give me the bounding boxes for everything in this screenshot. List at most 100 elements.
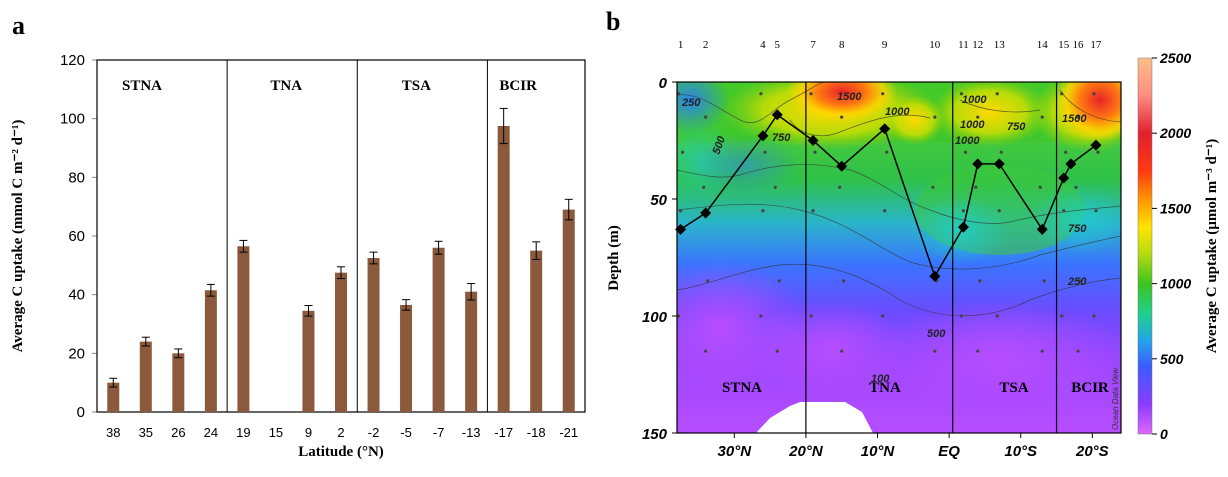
sample-dot: [976, 349, 980, 353]
depth-marker: [993, 158, 1005, 170]
y-tick-label: 20: [68, 345, 85, 362]
contour-label: 250: [1067, 276, 1087, 288]
x-tick-label: 20°N: [788, 443, 824, 460]
bar: [139, 341, 152, 412]
sample-dot: [763, 150, 767, 154]
sample-dot: [995, 314, 999, 318]
panel-a-xticks: 38 35 26 24 19 15 9 2 -2 -5 -7 -13 -17 -18 -21: [106, 425, 578, 440]
sample-dot: [813, 150, 817, 154]
sample-dot: [1096, 150, 1100, 154]
y-tick-label: 150: [642, 426, 668, 443]
region-label-tsa: TSA: [999, 380, 1028, 396]
x-tick-label: 10°S: [1004, 443, 1037, 460]
sample-dot: [1040, 349, 1044, 353]
bar: [204, 290, 217, 412]
station-label: 1: [678, 39, 684, 51]
y-tick-label: 40: [68, 287, 85, 304]
sample-dot: [1078, 279, 1082, 283]
sample-dot: [759, 92, 763, 96]
bar: [237, 246, 250, 412]
panel-b-contour-labels: 250 500 750 1000 1500 1000 1000 750 1500…: [681, 91, 1087, 385]
contour-label: 1500: [1062, 113, 1087, 125]
sample-dot: [961, 209, 966, 213]
contour-label: 750: [1068, 223, 1087, 235]
contour-label: 100: [871, 373, 890, 385]
bar: [530, 250, 543, 412]
ocean-data-view-watermark: Ocean Data View: [1111, 367, 1120, 430]
colorbar-ticks: 0 500 1000 1500 2000 2500: [1152, 50, 1191, 442]
panel-b-frame: [676, 81, 1122, 434]
sample-dot: [704, 349, 708, 353]
y-tick-label: 80: [68, 169, 85, 186]
colorbar-tick-label: 2500: [1159, 50, 1191, 66]
panel-a-regions: STNA TNA TSA BCIR: [122, 78, 537, 94]
x-tick-label: 19: [236, 425, 250, 440]
x-tick-label: -5: [400, 425, 412, 440]
sample-dot: [842, 279, 846, 283]
contour-label: 1000: [960, 119, 985, 131]
sample-dot: [1074, 185, 1078, 189]
station-label: 11: [958, 39, 969, 51]
sample-dot: [978, 279, 982, 283]
sample-dot: [1092, 92, 1096, 96]
colorbar-tick-label: 0: [1160, 426, 1168, 442]
station-label: 5: [775, 39, 781, 51]
station-label: 10: [929, 39, 941, 51]
x-tick-label: EQ: [938, 443, 960, 460]
bar: [172, 353, 185, 412]
bar: [302, 310, 315, 412]
x-tick-label: -17: [494, 425, 513, 440]
colorbar-tick-label: 500: [1160, 351, 1184, 367]
panel-b-regions: STNA TNA TSA BCIR: [722, 380, 1109, 396]
x-tick-label: -21: [559, 425, 578, 440]
sample-dot: [777, 279, 781, 283]
y-tick-label: 50: [650, 192, 667, 209]
sample-dot: [706, 279, 710, 283]
sample-dot: [811, 209, 815, 213]
panel-b-dividers: [805, 82, 1058, 433]
bar: [432, 247, 445, 412]
station-label: 8: [839, 39, 845, 51]
colorbar-label: Average C uptake (µmol m⁻³ d⁻¹): [1204, 139, 1220, 353]
sample-dot: [976, 115, 980, 119]
sample-dot: [840, 115, 844, 119]
depth-marker: [771, 109, 783, 121]
sample-dot: [759, 314, 763, 318]
contour-label: 1000: [962, 94, 987, 106]
depth-marker: [757, 130, 769, 142]
sample-dot: [1060, 92, 1064, 96]
region-label: TSA: [402, 78, 431, 94]
panel-b-yticks: 0 50 100 150: [642, 75, 677, 443]
bar: [465, 291, 478, 412]
contour-label: 1500: [837, 91, 862, 103]
station-label: 4: [760, 39, 766, 51]
contour-label: 750: [772, 132, 791, 144]
station-label: 15: [1058, 39, 1070, 51]
sample-dot: [931, 185, 935, 189]
y-tick-label: 100: [60, 111, 85, 128]
y-tick-label: 0: [77, 404, 85, 421]
panel-a-yticks: 0 20 40 60 80 100 120: [60, 52, 97, 421]
x-tick-label: 2: [337, 425, 344, 440]
station-label: 17: [1090, 39, 1102, 51]
x-tick-label: 20°S: [1075, 443, 1109, 460]
station-label: 14: [1037, 39, 1049, 51]
x-tick-label: 15: [269, 425, 283, 440]
region-label: TNA: [270, 78, 302, 94]
depth-marker: [1090, 139, 1102, 151]
sample-dot: [933, 349, 937, 353]
bar: [562, 209, 575, 412]
x-tick-label: 9: [305, 425, 312, 440]
sample-dot: [997, 209, 1001, 213]
contour-label: 750: [1007, 121, 1026, 133]
y-tick-label: 0: [659, 75, 668, 92]
sample-dot: [704, 115, 708, 119]
x-tick-label: 26: [171, 425, 185, 440]
depth-marker: [957, 221, 969, 233]
panel-b-xticks: 30°N 20°N 10°N EQ 10°S 20°S: [718, 433, 1109, 460]
sample-dot: [678, 209, 683, 213]
depth-marker: [879, 123, 891, 135]
panel-a-ylabel: Average C uptake (mmol C m⁻² d⁻¹): [10, 120, 26, 353]
sample-dot: [702, 185, 706, 189]
depth-marker: [700, 207, 712, 219]
